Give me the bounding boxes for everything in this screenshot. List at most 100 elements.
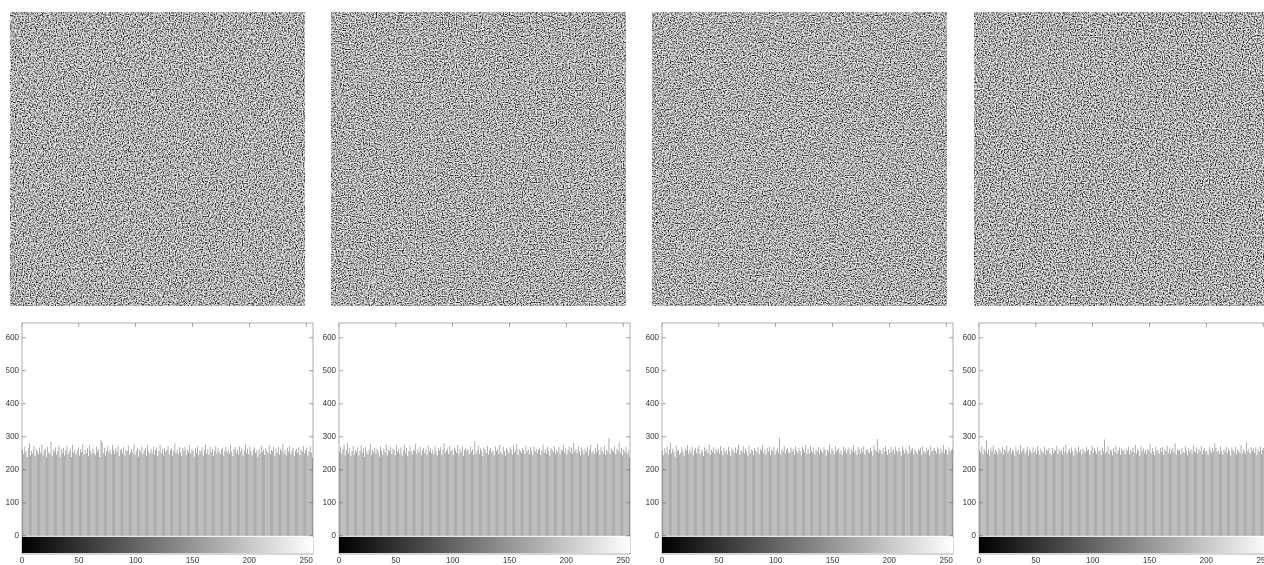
histogram-bar [156, 447, 158, 536]
histogram-bar [763, 453, 765, 536]
histogram-bar [312, 457, 313, 536]
histogram-bar [766, 447, 768, 536]
histogram-bar [1047, 450, 1049, 536]
histogram-bar [733, 452, 735, 536]
histogram-bar [249, 446, 251, 536]
histogram-bar [505, 455, 506, 536]
histogram-bar [513, 445, 514, 536]
histogram-bar [1261, 454, 1262, 536]
histogram-bar [1198, 449, 1200, 536]
x-tick-label: 50 [391, 556, 400, 565]
histogram-bar [129, 454, 130, 536]
histogram-bar [88, 456, 89, 536]
histogram-bar [779, 437, 780, 536]
histogram-bar [407, 456, 409, 536]
histogram-bar [731, 448, 733, 536]
histogram-bar [1136, 453, 1137, 536]
histogram-bar [854, 452, 856, 536]
histogram-bar [884, 446, 886, 536]
histogram-bar [750, 449, 752, 536]
histogram-bar [100, 440, 102, 536]
histogram-bar [177, 454, 179, 536]
histogram-bar [138, 456, 139, 536]
histogram-bar [260, 446, 262, 536]
histogram-bar [541, 450, 543, 536]
histogram-bar [704, 447, 705, 536]
histogram-bar [929, 455, 931, 536]
histogram-bar [43, 450, 45, 536]
histogram-bar [882, 447, 884, 536]
histogram-bar [573, 442, 575, 536]
histogram-bar [464, 450, 465, 536]
histogram-bar [1194, 451, 1195, 536]
histogram-bar [602, 453, 604, 536]
histogram-bar [1001, 446, 1003, 536]
histogram-bar [440, 447, 442, 536]
histogram-bar [900, 455, 902, 536]
histogram-bar [511, 454, 513, 536]
histogram-bar [391, 454, 393, 536]
histogram-bar [210, 452, 212, 536]
histogram-bar [759, 449, 761, 536]
y-tick-label: 300 [6, 432, 20, 441]
histogram-bar [1151, 448, 1153, 536]
histogram-bar [40, 452, 42, 536]
histogram-bar [675, 445, 677, 536]
histogram-bar [1256, 455, 1258, 536]
histogram-bar [467, 448, 469, 536]
histogram-bar [939, 454, 941, 536]
histogram-bar [935, 451, 936, 536]
histogram-bar [789, 453, 791, 536]
histogram-bar [1148, 450, 1150, 536]
histogram-bar [799, 451, 801, 536]
histogram-bar [1075, 450, 1077, 536]
histogram-bar [828, 451, 829, 536]
histogram-bar [853, 445, 854, 536]
histogram-bar [742, 446, 744, 536]
histogram-bar [590, 444, 592, 536]
histogram-bar [1050, 455, 1052, 536]
histogram-bar [692, 455, 694, 536]
histogram-bar [709, 455, 711, 536]
histogram-bar [997, 454, 999, 536]
histogram-bar [356, 452, 357, 536]
histogram-bar [417, 448, 419, 536]
histogram-bar [1065, 444, 1067, 536]
histogram-bar [621, 447, 622, 536]
histogram-bar [1174, 443, 1176, 536]
histogram-bar [524, 454, 526, 536]
histogram-bar [190, 453, 192, 536]
x-tick-label: 200 [243, 556, 257, 565]
histogram-bar [133, 444, 135, 536]
histogram-bar [823, 447, 825, 536]
histogram-bar [855, 450, 857, 536]
histogram-bar [207, 449, 209, 536]
histogram-bar [1129, 454, 1130, 536]
histogram-bar [914, 449, 916, 536]
histogram-bar [1104, 439, 1105, 536]
histogram-bar [555, 454, 556, 536]
histogram-bar [1005, 451, 1007, 536]
histogram-bar [235, 453, 237, 536]
histogram-bar [1087, 450, 1088, 536]
histogram-bar [1141, 451, 1143, 536]
histogram-bar [532, 455, 534, 536]
histogram-bar [734, 447, 736, 536]
histogram-bar [539, 447, 540, 536]
histogram-bar [908, 445, 910, 536]
histogram-bar [987, 453, 988, 536]
histogram-bar [1211, 453, 1212, 536]
histogram-bar [807, 448, 809, 536]
histogram-bar [575, 449, 577, 536]
histogram-bar [292, 448, 294, 536]
histogram-bar [429, 451, 430, 536]
histogram-bar [880, 450, 882, 536]
histogram-bar [1116, 453, 1118, 536]
histogram-bar [421, 455, 422, 536]
histogram-bar [1032, 447, 1034, 536]
histogram-bar [59, 456, 61, 536]
y-tick-label: 600 [323, 333, 337, 342]
histogram-bar [881, 454, 883, 536]
histogram-bar [933, 448, 935, 536]
histogram-bar [454, 447, 455, 536]
